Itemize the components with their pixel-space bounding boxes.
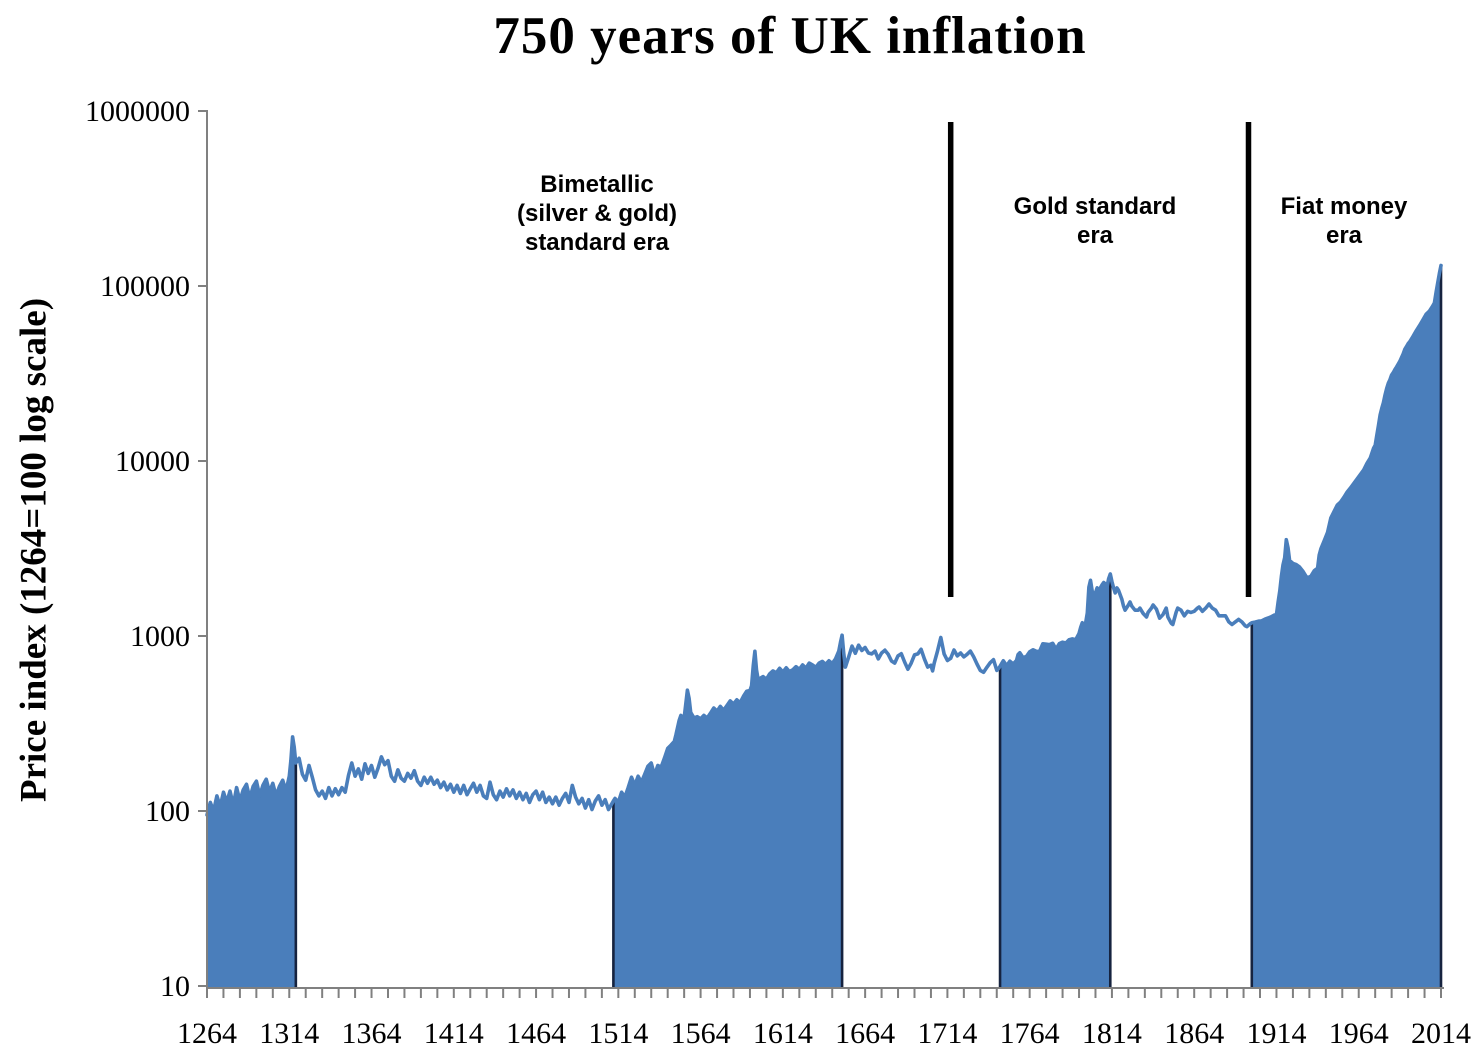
x-tick-label-1814: 1814 [1082, 1017, 1142, 1050]
x-tick-label-1664: 1664 [835, 1017, 895, 1050]
era-label-bimetallic: Bimetallic (silver & gold) standard era [437, 170, 757, 257]
price-index-line [205, 263, 1443, 817]
era-label-bimetallic-line1: Bimetallic [540, 171, 654, 198]
era-label-fiat-line2: era [1325, 222, 1363, 249]
x-tick-label-1714: 1714 [917, 1017, 977, 1050]
x-tick-label-1464: 1464 [506, 1017, 566, 1050]
y-tick-label-1000000: 1000000 [85, 95, 190, 128]
x-tick-label-1914: 1914 [1246, 1017, 1306, 1050]
era-label-gold-line1: Gold standard [1013, 193, 1177, 220]
x-tick-label-1414: 1414 [424, 1017, 484, 1050]
era-label-bimetallic-line3: standard era [524, 229, 670, 256]
x-tick-label-1364: 1364 [342, 1017, 402, 1050]
x-tick-label-1514: 1514 [588, 1017, 648, 1050]
y-tick-label-10000: 10000 [115, 445, 190, 478]
x-tick-label-2014: 2014 [1411, 1017, 1471, 1050]
x-tick-label-1964: 1964 [1329, 1017, 1389, 1050]
x-tick-label-1614: 1614 [753, 1017, 813, 1050]
x-tick-label-1264: 1264 [177, 1017, 237, 1050]
y-tick-label-1000: 1000 [130, 620, 190, 653]
era-label-gold-standard: Gold standard era [975, 192, 1215, 250]
x-tick-label-1864: 1864 [1164, 1017, 1224, 1050]
era-label-fiat-money: Fiat money era [1224, 192, 1464, 250]
chart-title: 750 years of UK inflation [493, 7, 1087, 65]
era-label-fiat-line1: Fiat money [1280, 193, 1408, 220]
y-tick-label-100000: 100000 [100, 270, 190, 303]
y-tick-label-100: 100 [145, 795, 190, 828]
era-label-gold-line2: era [1076, 222, 1114, 249]
price-index-area-1511-1650 [613, 635, 843, 988]
x-tick-label-1314: 1314 [259, 1017, 319, 1050]
price-index-area-1264-1318 [207, 736, 296, 988]
price-index-area-1899-2014 [1251, 265, 1441, 988]
era-label-bimetallic-line2: (silver & gold) [516, 200, 678, 227]
price-index-area-1746-1813 [1000, 574, 1111, 988]
y-tick-label-10: 10 [160, 970, 190, 1003]
x-tick-label-1764: 1764 [1000, 1017, 1060, 1050]
x-tick-label-1564: 1564 [671, 1017, 731, 1050]
